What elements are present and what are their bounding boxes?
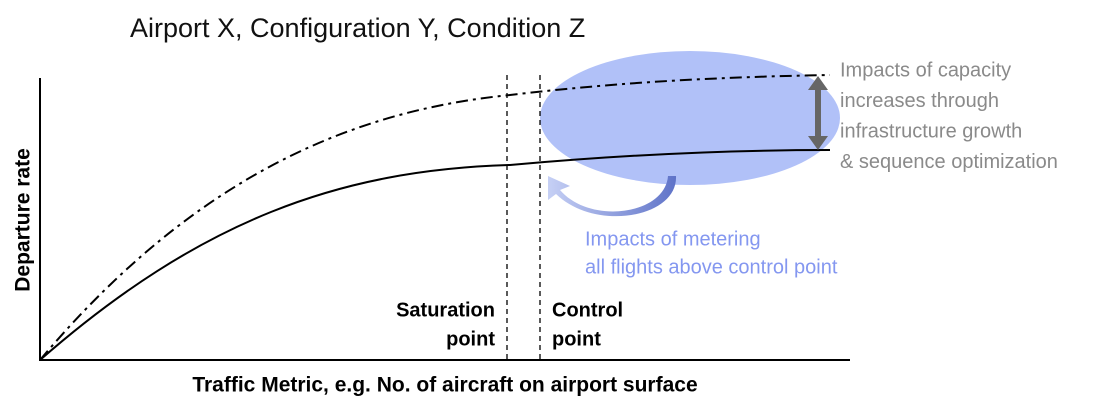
impact-ellipse bbox=[540, 51, 840, 185]
capacity-note: & sequence optimization bbox=[840, 151, 1058, 173]
notes: Saturation point Control point Impacts of ca… bbox=[396, 59, 1058, 350]
metering-note: Impacts of metering bbox=[585, 228, 761, 250]
x-axis-label: Traffic Metric, e.g. No. of aircraft on … bbox=[192, 374, 697, 397]
title: Airport X, Configuration Y, Condition Z bbox=[130, 13, 585, 43]
metering-note: all flights above control point bbox=[585, 256, 838, 278]
capacity-arrow bbox=[808, 76, 828, 150]
capacity-note: Impacts of capacity bbox=[840, 59, 1011, 81]
saturation-label: point bbox=[446, 328, 495, 350]
improved-curve bbox=[39, 74, 831, 361]
control-label: point bbox=[552, 328, 601, 350]
capacity-note: infrastructure growth bbox=[840, 120, 1022, 142]
saturation-label: Saturation bbox=[396, 299, 495, 321]
metering-arrow bbox=[548, 176, 677, 217]
control-label: Control bbox=[552, 299, 623, 321]
baseline-curve bbox=[39, 149, 831, 361]
capacity-note: increases through bbox=[840, 90, 999, 112]
y-axis-label: Departure rate bbox=[12, 148, 35, 292]
